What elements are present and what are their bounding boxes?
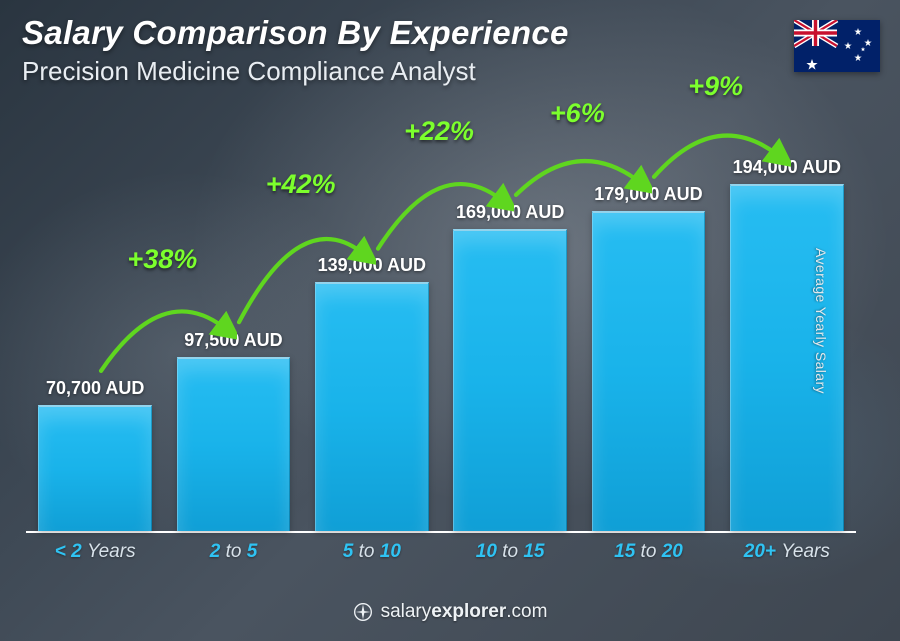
- increase-arrow-icon: [364, 139, 514, 271]
- australia-flag-icon: [794, 20, 880, 72]
- x-label: 15 to 20: [579, 533, 717, 569]
- compass-icon: [353, 602, 373, 622]
- footer: salaryexplorer.com: [0, 601, 900, 627]
- percent-increase-label: +38%: [127, 244, 197, 275]
- y-axis-label: Average Yearly Salary: [813, 248, 829, 394]
- page-subtitle: Precision Medicine Compliance Analyst: [22, 56, 780, 87]
- x-label: 2 to 5: [164, 533, 302, 569]
- plot-area: 70,700 AUD97,500 AUD139,000 AUD169,000 A…: [26, 108, 856, 533]
- infographic-stage: Salary Comparison By Experience Precisio…: [0, 0, 900, 641]
- increase-arrow-icon: [225, 192, 375, 344]
- header: Salary Comparison By Experience Precisio…: [22, 14, 780, 87]
- bar: 70,700 AUD: [38, 405, 151, 531]
- bar: 179,000 AUD: [592, 211, 705, 531]
- increase-arrow-icon: [87, 267, 237, 393]
- increase-arrow-icon: [640, 94, 790, 199]
- percent-increase-label: +6%: [550, 98, 605, 129]
- page-title: Salary Comparison By Experience: [22, 14, 780, 52]
- x-label: 20+ Years: [718, 533, 856, 569]
- footer-brand: salaryexplorer.com: [381, 601, 548, 623]
- percent-increase-label: +42%: [266, 169, 336, 200]
- increase-arrow-icon: [502, 121, 652, 217]
- x-labels: < 2 Years2 to 55 to 1010 to 1515 to 2020…: [26, 533, 856, 569]
- bar: 169,000 AUD: [453, 229, 566, 531]
- salary-chart: 70,700 AUD97,500 AUD139,000 AUD169,000 A…: [26, 108, 856, 569]
- x-label: < 2 Years: [26, 533, 164, 569]
- percent-increase-label: +22%: [404, 116, 474, 147]
- x-label: 10 to 15: [441, 533, 579, 569]
- x-label: 5 to 10: [303, 533, 441, 569]
